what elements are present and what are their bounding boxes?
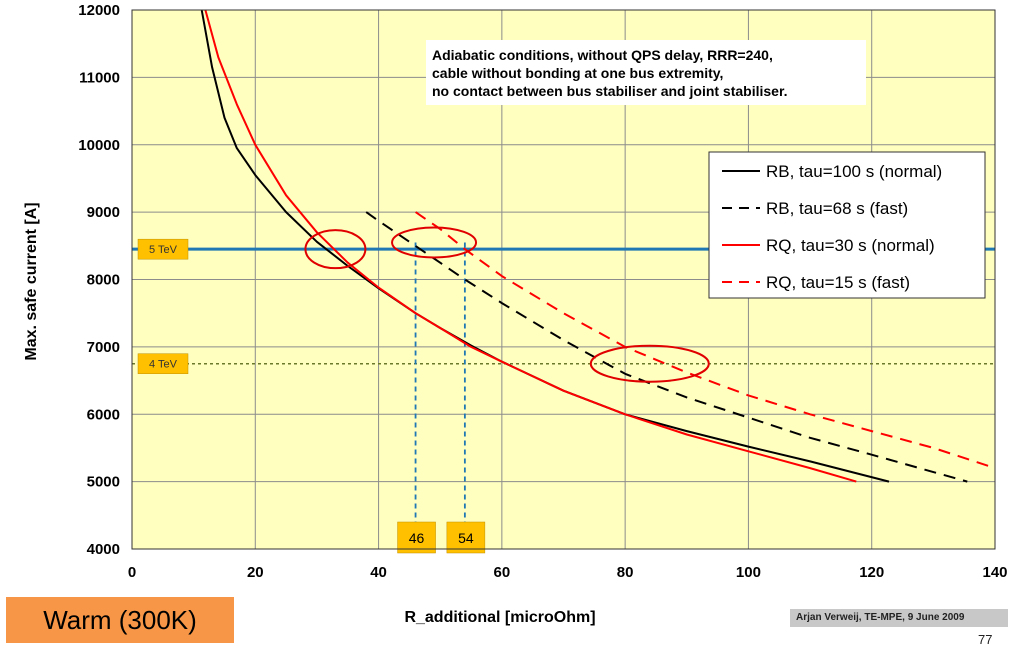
page-number: 77	[978, 632, 993, 647]
x-tick-label: 0	[128, 564, 136, 581]
legend-label: RB, tau=68 s (fast)	[766, 199, 908, 218]
vertical-marker-tag	[397, 521, 436, 554]
credit-label: Arjan Verweij, TE-MPE, 9 June 2009	[790, 609, 1008, 627]
reference-line-label: 4 TeV	[149, 359, 178, 371]
annotation-background	[426, 40, 866, 105]
reference-line-label: 5 TeV	[149, 244, 178, 256]
tick-labels: 0 20 40 60 80 100 120 140 4000 5000 6000 7000 8000 90…	[78, 2, 1007, 581]
x-tick-label: 40	[370, 564, 387, 581]
annotation-box: Adiabatic conditions, without QPS delay,…	[426, 40, 866, 105]
x-tick-label: 60	[494, 564, 511, 581]
series-line	[415, 211, 996, 470]
legend-label: RQ, tau=15 s (fast)	[766, 273, 910, 292]
reference-line-tag	[137, 353, 189, 374]
y-axis-label: Max. safe current [A]	[23, 202, 40, 360]
y-tick-label: 12000	[78, 2, 120, 19]
series-layer	[200, 9, 996, 483]
reference-lines: 5 TeV 4 TeV	[132, 238, 995, 374]
x-tick-label: 20	[247, 564, 264, 581]
condition-label: Warm (300K)	[6, 597, 234, 643]
x-tick-label: 100	[736, 564, 761, 581]
vertical-markers: 46 54	[397, 242, 486, 554]
legend-label: RQ, tau=30 s (normal)	[766, 236, 935, 255]
series-line	[365, 211, 968, 483]
y-tick-label: 7000	[87, 339, 120, 356]
x-tick-label: 120	[859, 564, 884, 581]
vertical-marker-tag	[446, 521, 486, 554]
y-tick-label: 8000	[87, 272, 120, 289]
legend: RB, tau=100 s (normal) RB, tau=68 s (fast…	[708, 151, 986, 299]
plot-frame	[131, 9, 996, 550]
y-tick-label: 9000	[87, 204, 120, 221]
vertical-marker-label: 46	[409, 530, 425, 546]
vertical-marker-label: 54	[458, 530, 474, 546]
y-tick-label: 11000	[79, 69, 120, 86]
reference-line-tag	[137, 238, 189, 260]
y-tick-label: 6000	[87, 406, 120, 423]
series-line	[204, 9, 857, 483]
y-tick-label: 10000	[78, 137, 120, 154]
x-tick-label: 80	[617, 564, 634, 581]
annotation-line: cable without bonding at one bus extremi…	[432, 65, 723, 81]
y-tick-label: 4000	[87, 541, 120, 558]
annotation-line: Adiabatic conditions, without QPS delay,…	[432, 47, 773, 63]
annotation-line: no contact between bus stabiliser and jo…	[432, 83, 788, 99]
circled-regions	[304, 226, 710, 383]
x-axis-label: R_additional [microOhm]	[404, 609, 595, 626]
legend-label: RB, tau=100 s (normal)	[766, 162, 942, 181]
legend-box	[708, 151, 986, 299]
circled-region	[304, 229, 367, 270]
circled-region	[391, 226, 478, 259]
circled-region	[589, 344, 710, 383]
x-tick-label: 140	[982, 564, 1007, 581]
y-tick-label: 5000	[87, 474, 120, 491]
